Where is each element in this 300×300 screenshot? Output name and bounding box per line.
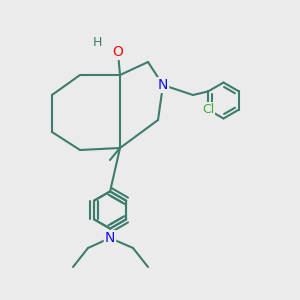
Text: H: H bbox=[92, 35, 102, 49]
Text: N: N bbox=[105, 231, 115, 245]
Text: Cl: Cl bbox=[202, 103, 214, 116]
Text: O: O bbox=[112, 45, 123, 59]
Text: N: N bbox=[158, 78, 168, 92]
